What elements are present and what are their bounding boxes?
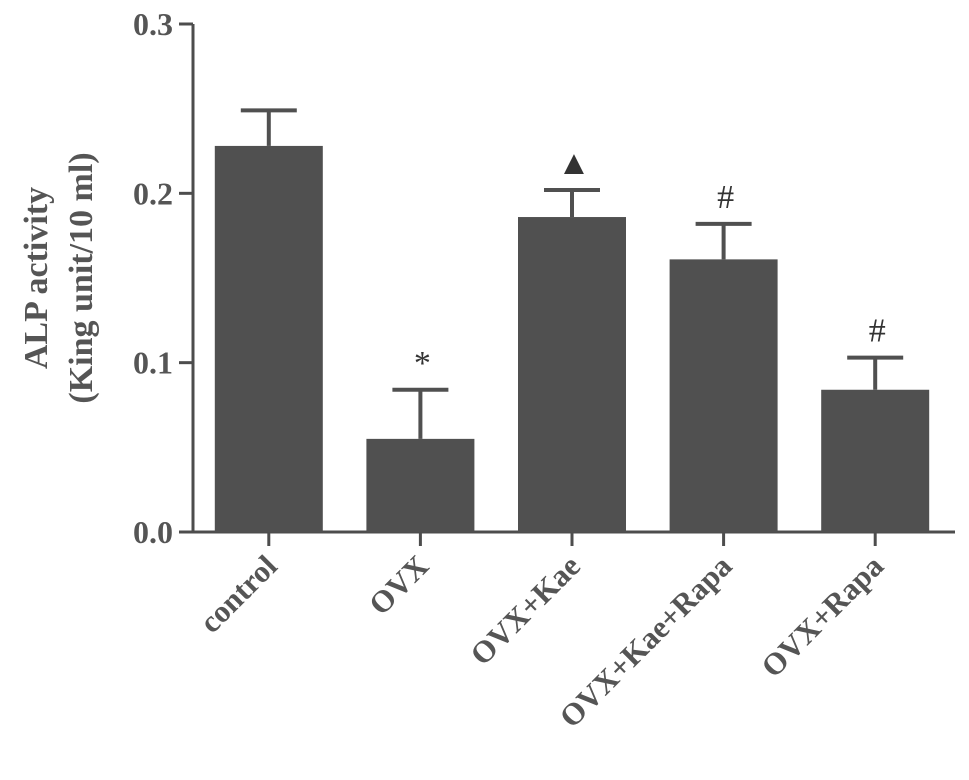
y-tick-label: 0.0: [133, 514, 173, 550]
y-tick-label: 0.1: [133, 345, 173, 381]
x-tick-label: control: [192, 548, 284, 640]
y-axis-label-line-1: ALP activity: [18, 187, 55, 369]
significance-marker: *: [414, 345, 431, 382]
significance-marker: #: [869, 313, 886, 350]
significance-marker: #: [717, 179, 734, 216]
x-tick-label: OVX+Kae: [463, 548, 587, 672]
y-tick-label: 0.3: [133, 6, 173, 42]
bar-ovx-kae-rapa: [669, 259, 778, 532]
x-tick-label: OVX+Rapa: [754, 548, 890, 684]
bar-ovx-kae: [518, 217, 626, 533]
y-axis-label-line-2: (King unit/10 ml): [63, 152, 100, 403]
y-axis-label: ALP activity (King unit/10 ml): [18, 152, 100, 403]
bar-ovx-rapa: [821, 389, 930, 532]
significance-marker: ▲: [557, 145, 591, 182]
bar-control: [214, 145, 323, 533]
x-tick-label: OVX: [362, 548, 436, 622]
y-tick-label: 0.2: [133, 175, 173, 211]
bar-ovx: [366, 438, 475, 532]
